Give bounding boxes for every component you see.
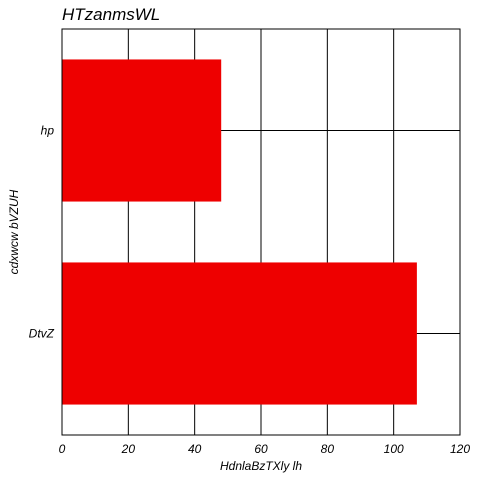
y-tick-labels: hp DtvZ (29, 124, 55, 341)
x-tick-label: 60 (254, 442, 268, 456)
chart-title: HTzanmsWL (62, 5, 161, 24)
y-tick-label: hp (41, 124, 55, 138)
x-tick-label: 0 (59, 442, 66, 456)
plot-frame (61, 28, 461, 436)
bar-hp (62, 59, 222, 202)
x-tick-label: 100 (384, 442, 404, 456)
bar-DtvZ (62, 262, 417, 405)
x-tick-label: 40 (188, 442, 202, 456)
x-tick-label: 120 (450, 442, 470, 456)
y-tick-label: DtvZ (29, 327, 55, 341)
x-axis-label: HdnlaBzTXly lh (220, 459, 302, 473)
x-tick-label: 80 (321, 442, 335, 456)
x-tick-labels: 0 20 40 60 80 100 120 (59, 442, 471, 456)
x-tick-label: 20 (121, 442, 136, 456)
bars (62, 59, 417, 405)
y-axis-label: cdxwcw bVZUH (7, 189, 21, 274)
